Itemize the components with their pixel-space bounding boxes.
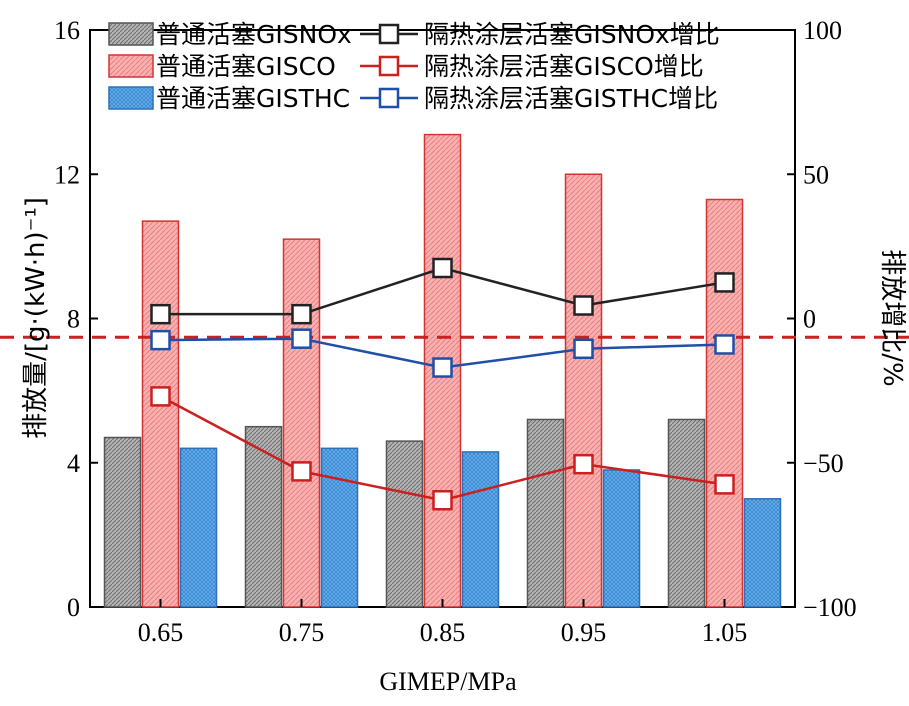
legend-swatch-bar-co xyxy=(108,54,154,78)
bar-co-0.75 xyxy=(282,238,321,608)
left-tick-label: 4 xyxy=(67,449,80,478)
point-nox-0.65 xyxy=(150,303,171,325)
point-nox-0.85 xyxy=(432,257,453,279)
point-thc-0.95 xyxy=(573,338,594,360)
bar-co-0.65 xyxy=(141,220,180,608)
bar-nox-0.85 xyxy=(385,440,424,608)
right-axis-title: 排放增比/% xyxy=(877,249,907,386)
bars-layer xyxy=(103,133,782,608)
point-thc-0.65 xyxy=(150,329,171,351)
left-tick-label: 8 xyxy=(67,305,80,334)
left-tick-label: 0 xyxy=(67,593,80,622)
legend-label-line-nox: 隔热涂层活塞GISNOx增比 xyxy=(424,20,720,49)
point-co-0.75 xyxy=(291,461,312,482)
point-co-0.85 xyxy=(432,490,453,511)
x-tick-label: 0.65 xyxy=(138,618,184,647)
legend-label-bar-thc: 普通活塞GISTHC xyxy=(156,84,350,113)
right-tick-label: 50 xyxy=(803,160,829,189)
point-nox-0.75 xyxy=(291,303,312,325)
point-thc-1.05 xyxy=(714,334,735,355)
right-tick-label: 0 xyxy=(803,305,816,334)
bar-thc-0.95 xyxy=(602,469,641,608)
point-co-0.95 xyxy=(573,453,594,475)
right-tick-label: −100 xyxy=(803,593,857,622)
legend-label-bar-nox: 普通活塞GISNOx xyxy=(156,20,352,49)
right-tick-label: −50 xyxy=(803,449,844,478)
point-thc-0.75 xyxy=(291,328,312,349)
bar-thc-1.05 xyxy=(743,498,782,608)
left-axis-title: 排放量/[g·(kW·h)⁻¹] xyxy=(21,197,51,439)
point-co-0.65 xyxy=(150,386,171,407)
legend: 普通活塞GISNOx 普通活塞GISCO 普通活塞GISTHC 隔热涂层活塞GISNO… xyxy=(108,20,720,113)
bar-nox-0.75 xyxy=(244,425,283,608)
ticks-layer: 0 4 8 12 16 −100 −50 0 50 100 0.65 0.75 0.85 0.95 1.05 xyxy=(54,16,857,647)
legend-label-bar-co: 普通活塞GISCO xyxy=(156,52,336,81)
lines-layer xyxy=(150,257,735,511)
legend-swatch-bar-thc xyxy=(108,86,154,110)
left-tick-label: 16 xyxy=(54,16,80,45)
bar-nox-0.65 xyxy=(103,436,142,608)
point-thc-0.85 xyxy=(432,357,453,378)
x-tick-label: 0.75 xyxy=(279,618,325,647)
legend-label-line-co: 隔热涂层活塞GISCO增比 xyxy=(424,52,704,81)
bar-co-0.95 xyxy=(564,173,603,608)
legend-swatch-bar-nox xyxy=(108,22,154,46)
point-nox-1.05 xyxy=(714,272,735,293)
bar-nox-1.05 xyxy=(667,418,706,608)
bar-thc-0.75 xyxy=(320,447,359,608)
bar-thc-0.85 xyxy=(461,451,500,608)
x-tick-label: 0.95 xyxy=(561,618,607,647)
bar-thc-0.65 xyxy=(179,447,218,608)
point-nox-0.95 xyxy=(573,295,594,316)
legend-label-line-thc: 隔热涂层活塞GISTHC增比 xyxy=(424,84,718,113)
right-tick-label: 100 xyxy=(803,16,842,45)
legend-marker-thc xyxy=(378,87,400,109)
x-axis-title: GIMEP/MPa xyxy=(379,667,517,696)
left-tick-label: 12 xyxy=(54,160,80,189)
x-tick-label: 1.05 xyxy=(702,618,748,647)
bar-co-1.05 xyxy=(705,198,744,608)
x-tick-label: 0.85 xyxy=(420,618,466,647)
legend-marker-co xyxy=(378,55,400,77)
legend-marker-nox xyxy=(378,23,400,45)
point-co-1.05 xyxy=(714,474,735,495)
bar-nox-0.95 xyxy=(526,418,565,608)
